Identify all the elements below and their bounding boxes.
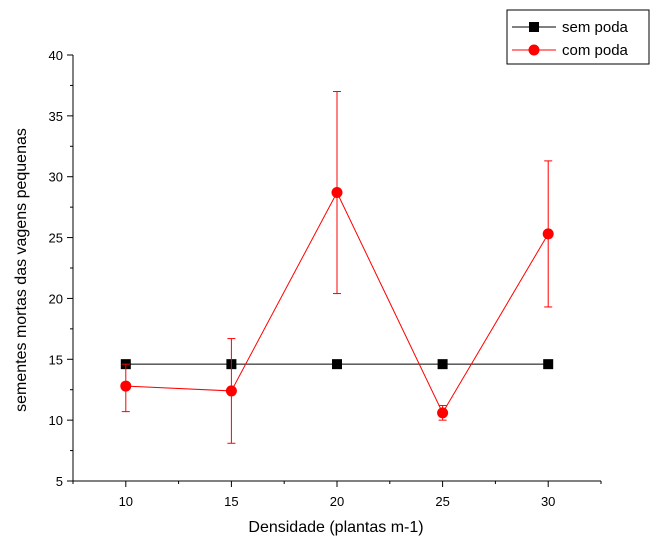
x-tick-label-30: 30 [541, 494, 555, 509]
series-layer [120, 91, 554, 444]
legend-marker-com-poda [528, 44, 540, 56]
data-point-sem-poda-30 [543, 359, 554, 370]
axes: 10 15 20 25 30 5 10 15 20 25 30 35 40 [49, 48, 602, 509]
y-tick-label-30: 30 [49, 170, 63, 185]
legend: sem poda com poda [506, 9, 650, 65]
y-axis-title: sementes mortas das vagens pequenas [13, 128, 30, 412]
data-point-com-poda-25 [437, 407, 449, 419]
data-point-com-poda-10 [120, 380, 132, 392]
y-tick-label-35: 35 [49, 109, 63, 124]
x-tick-label-20: 20 [330, 494, 344, 509]
x-tick-label-15: 15 [224, 494, 238, 509]
legend-label-com-poda: com poda [562, 42, 629, 59]
data-point-sem-poda-25 [437, 359, 448, 370]
y-tick-label-40: 40 [49, 48, 63, 63]
data-point-com-poda-30 [542, 228, 554, 240]
legend-box [506, 9, 650, 65]
series-sem-poda [120, 359, 554, 370]
data-point-com-poda-15 [225, 385, 237, 397]
x-tick-label-25: 25 [435, 494, 449, 509]
legend-marker-sem-poda [529, 22, 539, 32]
x-tick-label-10: 10 [119, 494, 133, 509]
legend-label-sem-poda: sem poda [562, 19, 629, 36]
y-tick-label-25: 25 [49, 231, 63, 246]
data-point-com-poda-20 [331, 187, 343, 199]
x-axis-title: Densidade (plantas m-1) [248, 519, 423, 536]
y-tick-label-5: 5 [56, 474, 63, 489]
y-tick-label-20: 20 [49, 291, 63, 306]
data-point-sem-poda-20 [332, 359, 342, 370]
series-com-poda [120, 91, 554, 444]
y-tick-label-15: 15 [49, 352, 63, 367]
y-tick-label-10: 10 [49, 413, 63, 428]
